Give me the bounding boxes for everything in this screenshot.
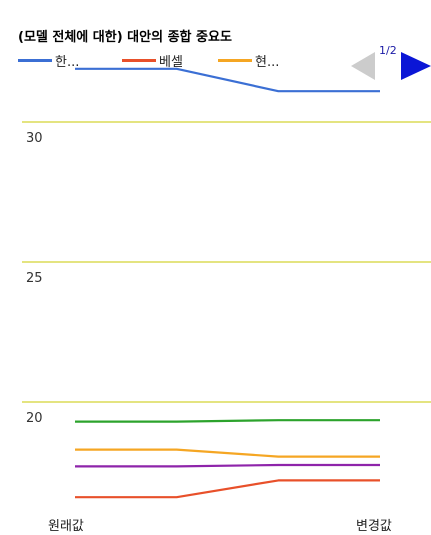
page-indicator: 1/2 xyxy=(379,44,397,57)
legend-swatch xyxy=(218,59,252,62)
series-line xyxy=(75,463,380,468)
legend-label: 한... xyxy=(55,55,80,70)
y-tick-label: 20 xyxy=(26,411,43,426)
y-tick-label: 30 xyxy=(26,131,43,146)
series-line xyxy=(75,67,380,93)
x-tick-label: 원래값 xyxy=(48,519,84,534)
legend-label: 현... xyxy=(255,55,280,70)
series-line xyxy=(75,419,380,423)
next-page-arrow-icon[interactable] xyxy=(401,52,431,80)
legend-label: 베셀 xyxy=(159,55,183,70)
legend: 한... 베셀 현... xyxy=(18,50,318,70)
legend-swatch xyxy=(18,59,52,62)
previous-page-arrow-icon[interactable] xyxy=(351,52,375,80)
series-line xyxy=(75,479,380,499)
chart-title: (모델 전체에 대한) 대안의 종합 중요도 xyxy=(18,30,232,45)
legend-pager: 1/2 xyxy=(351,40,431,80)
series-line xyxy=(75,448,380,458)
legend-swatch xyxy=(122,59,156,62)
y-tick-label: 25 xyxy=(26,271,43,286)
x-tick-label: 변경값 xyxy=(356,519,392,534)
